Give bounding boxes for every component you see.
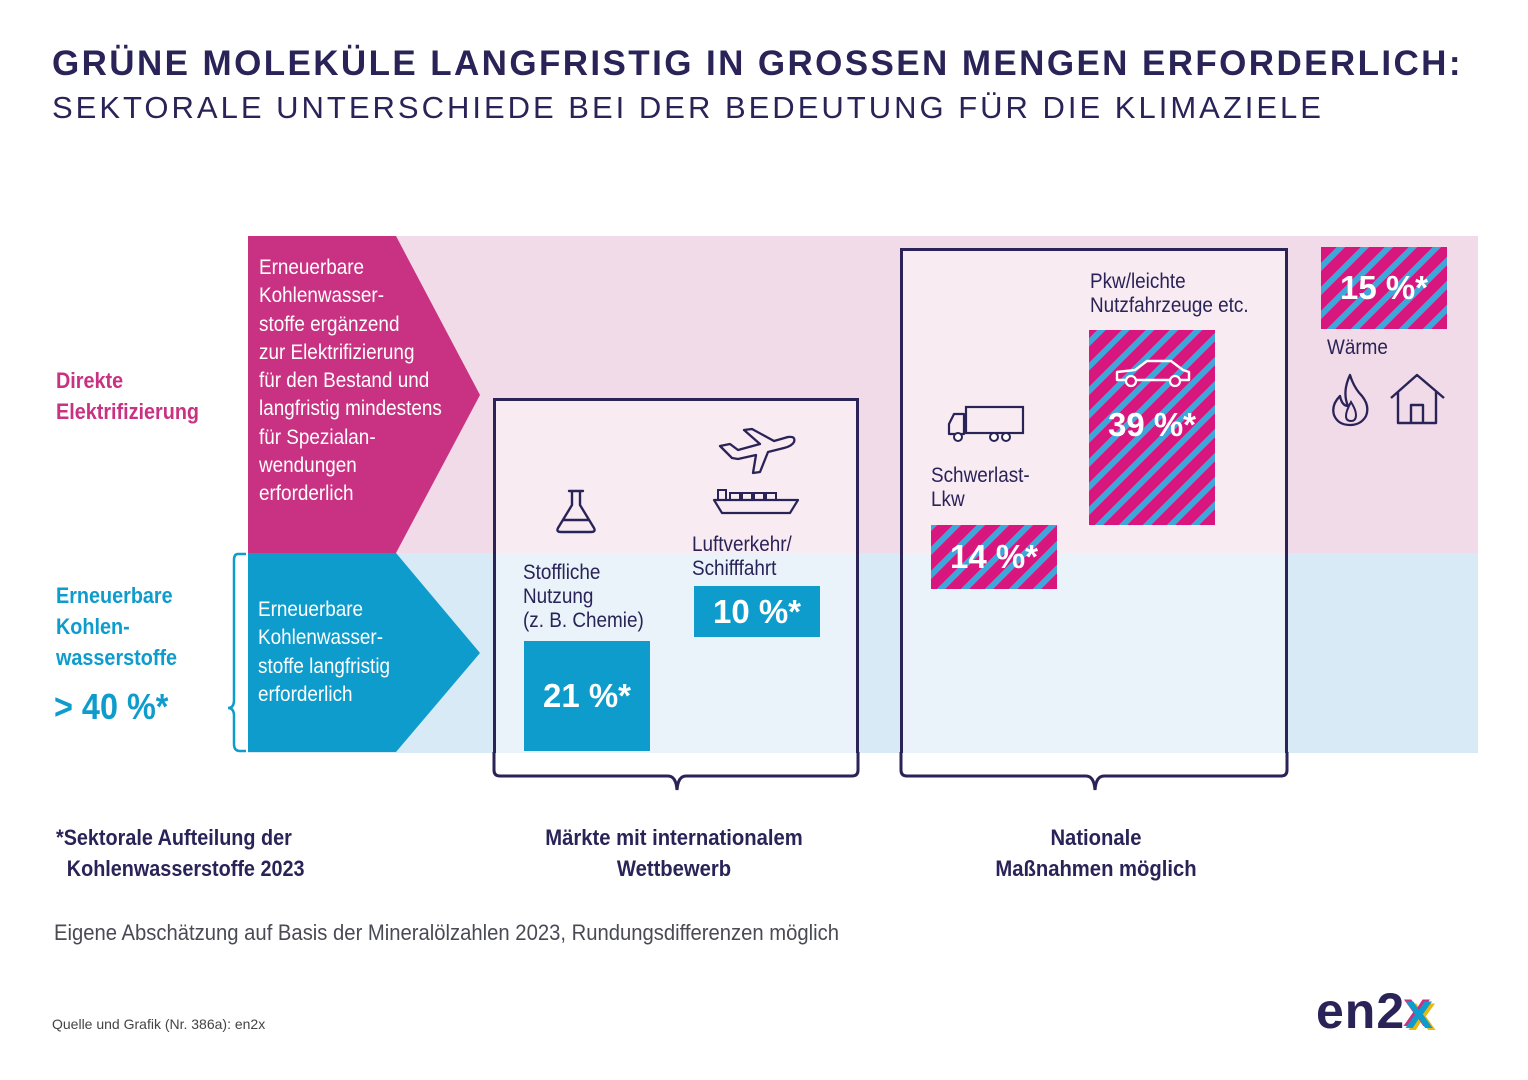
- lkw-label: Schwerlast- Lkw: [931, 464, 1030, 511]
- chemie-value-box: 21 %*: [524, 641, 650, 751]
- pkw-label: Pkw/leichte Nutzfahrzeuge etc.: [1090, 270, 1249, 317]
- page-title: GRÜNE MOLEKÜLE LANGFRISTIG IN GROSSEN ME…: [52, 44, 1463, 83]
- hydrocarbon-arrow-text: Erneuerbare Kohlenwasser- stoffe langfri…: [258, 598, 391, 706]
- chemie-label: Stoffliche Nutzung (z. B. Chemie): [523, 561, 644, 632]
- international-bracket: [492, 752, 860, 791]
- direct-arrow-shape: [248, 236, 480, 553]
- truck-icon: [947, 405, 1025, 442]
- national-bracket: [899, 752, 1289, 791]
- airplane-icon: [718, 427, 796, 475]
- luftverkehr-label: Luftverkehr/ Schifffahrt: [692, 533, 792, 580]
- flask-icon: [556, 489, 596, 534]
- hydrocarbon-total: > 40 %*: [54, 686, 169, 727]
- source-text: Quelle und Grafik (Nr. 386a): en2x: [52, 1016, 266, 1032]
- pkw-value: 39 %*: [1107, 406, 1197, 443]
- pkw-value-box: 39 %*: [1089, 330, 1215, 525]
- page-subtitle: SEKTORALE UNTERSCHIEDE BEI DER BEDEUTUNG…: [52, 90, 1324, 125]
- luftverkehr-value-box: 10 %*: [694, 586, 820, 637]
- ship-icon: [712, 489, 800, 515]
- lkw-value-box: 14 %*: [931, 525, 1057, 589]
- house-icon: [1390, 373, 1445, 425]
- hydrocarbon-row-label: Erneuerbare Kohlen- wasserstoffe: [56, 583, 178, 670]
- chemie-value: 21 %*: [542, 677, 632, 714]
- row-arrows: [248, 236, 480, 752]
- international-group-label: Märkte mit internationalem Wettbewerb: [545, 825, 803, 881]
- left-bracket: [227, 552, 246, 753]
- direct-arrow-text: Erneuerbare Kohlenwasser- stoffe ergänze…: [259, 256, 442, 506]
- bottom-brackets: [492, 752, 1289, 791]
- footnote: *Sektorale Aufteilung der Kohlenwasserst…: [56, 825, 305, 881]
- direct-row-label: Direkte Elektrifizierung: [56, 368, 200, 424]
- lkw-value: 14 %*: [949, 538, 1039, 575]
- waerme-value: 15 %*: [1339, 269, 1429, 306]
- estimate-note: Eigene Abschätzung auf Basis der Mineral…: [54, 920, 840, 945]
- flame-icon: [1332, 373, 1369, 427]
- national-group-label: Nationale Maßnahmen möglich: [995, 825, 1197, 881]
- hydrocarbon-arrow-shape: [248, 553, 480, 752]
- waerme-value-box: 15 %*: [1321, 247, 1447, 329]
- en2x-logo: en2 x x x: [1316, 981, 1437, 1041]
- waerme-label: Wärme: [1327, 336, 1388, 359]
- car-icon: [1115, 359, 1191, 388]
- luftverkehr-value: 10 %*: [712, 592, 802, 630]
